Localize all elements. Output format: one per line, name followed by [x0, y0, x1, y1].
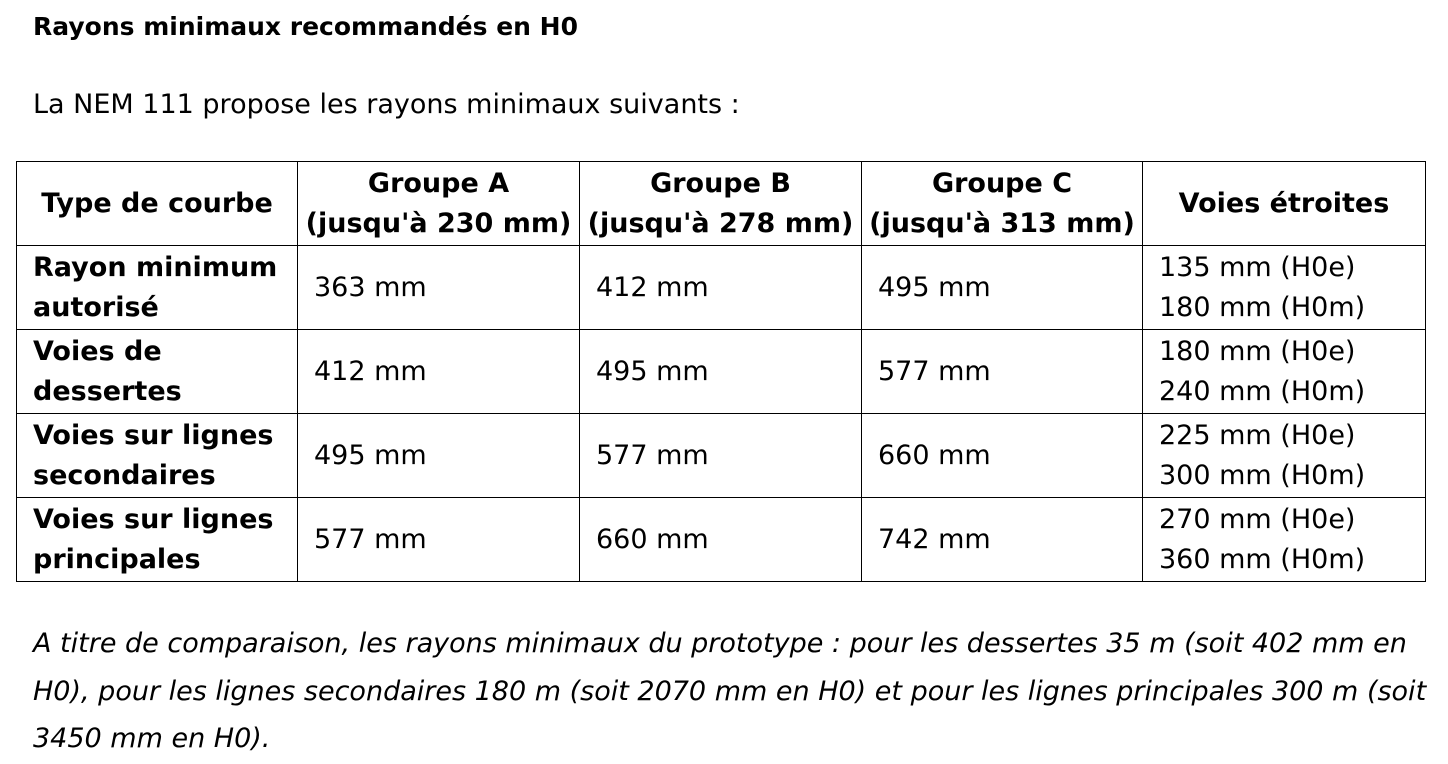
- group-c-cell: 577 mm: [861, 329, 1143, 414]
- group-c-cell: 742 mm: [861, 497, 1143, 582]
- table-row: Voies de dessertes 412 mm 495 mm 577 mm …: [16, 329, 1426, 414]
- header-line: (jusqu'à 313 mm): [869, 207, 1135, 239]
- narrow-gauge-cell: 135 mm (H0e) 180 mm (H0m): [1142, 245, 1426, 330]
- group-a-cell: 363 mm: [297, 245, 580, 330]
- table-row: Voies sur lignes secondaires 495 mm 577 …: [16, 413, 1426, 498]
- row-label-line: Voies sur lignes: [33, 503, 274, 535]
- header-line: (jusqu'à 278 mm): [587, 207, 854, 239]
- row-label-line: Voies de: [33, 335, 162, 367]
- comparison-note: A titre de comparaison, les rayons minim…: [33, 628, 1427, 754]
- group-a-cell: 577 mm: [297, 497, 580, 582]
- group-b-cell: 577 mm: [579, 413, 862, 498]
- narrow-gauge-value: 135 mm (H0e): [1159, 251, 1356, 283]
- row-label-line: autorisé: [33, 291, 159, 323]
- narrow-gauge-value: 225 mm (H0e): [1159, 419, 1356, 451]
- narrow-gauge-value: 360 mm (H0m): [1159, 543, 1366, 575]
- narrow-gauge-value: 180 mm (H0e): [1159, 335, 1356, 367]
- row-label-cell: Voies de dessertes: [16, 329, 298, 414]
- group-b-cell: 495 mm: [579, 329, 862, 414]
- document-title: Rayons minimaux recommandés en H0: [33, 12, 578, 41]
- row-label-cell: Voies sur lignes principales: [16, 497, 298, 582]
- row-label-cell: Rayon minimum autorisé: [16, 245, 298, 330]
- narrow-gauge-cell: 270 mm (H0e) 360 mm (H0m): [1142, 497, 1426, 582]
- narrow-gauge-value: 270 mm (H0e): [1159, 503, 1356, 535]
- narrow-gauge-cell: 180 mm (H0e) 240 mm (H0m): [1142, 329, 1426, 414]
- header-line: Groupe C: [931, 167, 1073, 199]
- row-label-line: dessertes: [33, 375, 182, 407]
- radius-table: Type de courbe Groupe A (jusqu'à 230 mm)…: [16, 161, 1426, 582]
- header-line: Groupe A: [367, 167, 510, 199]
- table-row: Rayon minimum autorisé 363 mm 412 mm 495…: [16, 245, 1426, 330]
- header-line: (jusqu'à 230 mm): [305, 207, 572, 239]
- narrow-gauge-cell: 225 mm (H0e) 300 mm (H0m): [1142, 413, 1426, 498]
- intro-paragraph: La NEM 111 propose les rayons minimaux s…: [33, 89, 740, 120]
- group-b-cell: 660 mm: [579, 497, 862, 582]
- header-line: Groupe B: [650, 167, 791, 199]
- header-narrow-gauge: Voies étroites: [1142, 161, 1426, 246]
- table-header-row: Type de courbe Groupe A (jusqu'à 230 mm)…: [16, 161, 1426, 246]
- header-group-c: Groupe C (jusqu'à 313 mm): [861, 161, 1143, 246]
- table-row: Voies sur lignes principales 577 mm 660 …: [16, 497, 1426, 582]
- header-line: Type de courbe: [41, 187, 273, 219]
- header-group-a: Groupe A (jusqu'à 230 mm): [297, 161, 580, 246]
- header-line: Voies étroites: [1178, 187, 1390, 219]
- header-curve-type: Type de courbe: [16, 161, 298, 246]
- group-a-cell: 495 mm: [297, 413, 580, 498]
- row-label-line: Rayon minimum: [33, 251, 278, 283]
- group-a-cell: 412 mm: [297, 329, 580, 414]
- narrow-gauge-value: 300 mm (H0m): [1159, 459, 1366, 491]
- row-label-line: Voies sur lignes: [33, 419, 274, 451]
- row-label-line: secondaires: [33, 459, 216, 491]
- narrow-gauge-value: 240 mm (H0m): [1159, 375, 1366, 407]
- header-group-b: Groupe B (jusqu'à 278 mm): [579, 161, 862, 246]
- group-b-cell: 412 mm: [579, 245, 862, 330]
- group-c-cell: 660 mm: [861, 413, 1143, 498]
- group-c-cell: 495 mm: [861, 245, 1143, 330]
- narrow-gauge-value: 180 mm (H0m): [1159, 291, 1366, 323]
- row-label-line: principales: [33, 543, 201, 575]
- row-label-cell: Voies sur lignes secondaires: [16, 413, 298, 498]
